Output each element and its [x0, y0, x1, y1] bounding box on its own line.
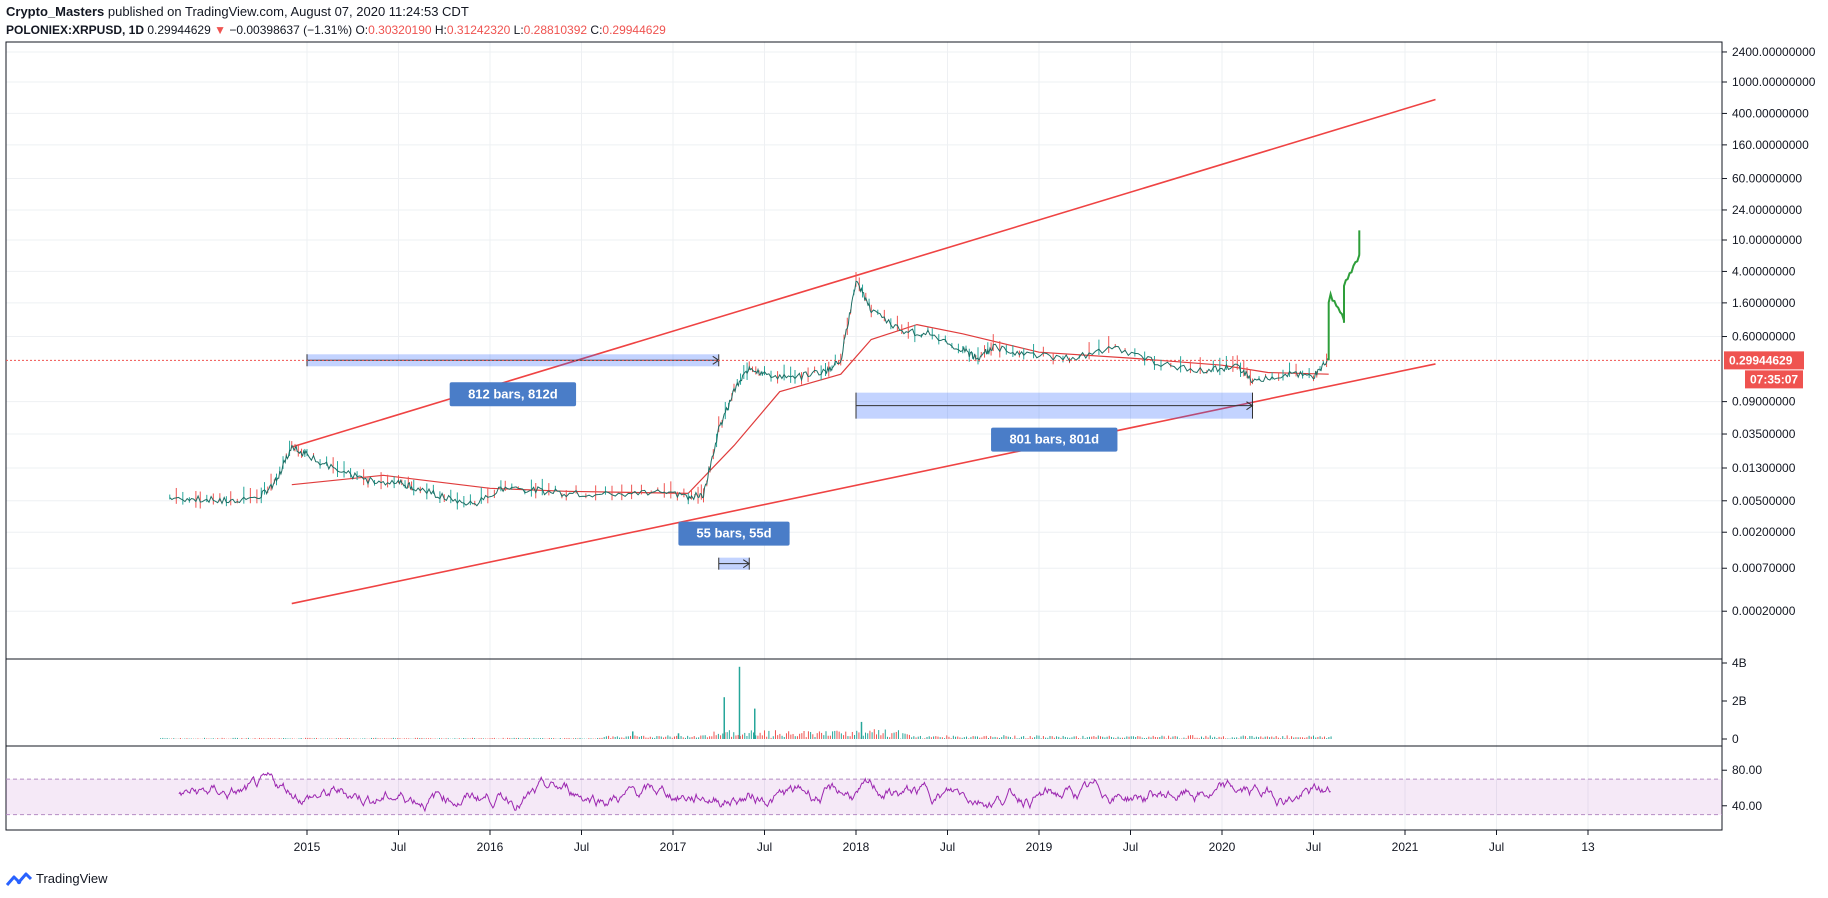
author-name[interactable]: Crypto_Masters	[6, 4, 105, 19]
rsi-band-fill	[6, 779, 1722, 815]
tradingview-logo-icon[interactable]	[6, 871, 32, 887]
time-tick-label: 2018	[843, 840, 870, 854]
countdown-badge-text: 07:35:07	[1750, 372, 1798, 386]
volume-tick-label: 0	[1732, 732, 1739, 746]
volume-tick-label: 4B	[1732, 656, 1747, 670]
price-axis: 2400.00000000 1000.00000000 400.00000000 16…	[1722, 45, 1816, 618]
last-price: 0.29944629	[147, 23, 211, 37]
time-tick-label: Jul	[391, 840, 406, 854]
time-tick-label: Jul	[1489, 840, 1504, 854]
open-label: O:	[355, 23, 369, 37]
range-arrowhead	[742, 559, 751, 569]
time-tick-label: Jul	[1123, 840, 1138, 854]
ohlc-line: POLONIEX:XRPUSD, 1D 0.29944629 ▼ −0.0039…	[6, 22, 1806, 38]
moving-average-line	[291, 323, 1329, 495]
published-text: published on TradingView.com, August 07,…	[107, 4, 469, 19]
sub-pane-axes: 4B 2B 0 80.00 40.00	[1722, 656, 1762, 813]
trendline	[291, 363, 1436, 605]
close-value: 0.29944629	[602, 23, 666, 37]
projection-series	[1327, 230, 1361, 361]
time-tick-label: 2020	[1209, 840, 1236, 854]
range-label-badge	[449, 382, 577, 407]
price-tick-label: 4.00000000	[1732, 264, 1796, 278]
time-tick-label: Jul	[574, 840, 589, 854]
range-arrowhead	[1246, 401, 1254, 411]
open-value: 0.30320190	[368, 23, 432, 37]
price-tick-label: 10.00000000	[1732, 233, 1802, 247]
low-label: L:	[513, 23, 524, 37]
volume-tick-label: 2B	[1732, 694, 1747, 708]
last-price-badge-text: 0.29944629	[1729, 353, 1793, 367]
price-tick-label: 0.00020000	[1732, 604, 1796, 618]
price-tick-label: 1000.00000000	[1732, 75, 1816, 89]
time-tick-label: Jul	[1306, 840, 1321, 854]
trendlines	[291, 98, 1436, 605]
range-annotations: 812 bars, 812d 55 bars, 55d 801 bars, 801d	[306, 354, 1254, 570]
price-tick-label: 0.09000000	[1732, 395, 1796, 409]
rsi-tick-label: 40.00	[1732, 799, 1762, 813]
symbol-label[interactable]: POLONIEX:XRPUSD, 1D	[6, 23, 145, 37]
close-label: C:	[590, 23, 603, 37]
time-tick-label: 2021	[1392, 840, 1419, 854]
price-tick-label: 0.00500000	[1732, 494, 1796, 508]
rsi-line-path	[178, 771, 1331, 813]
time-tick-label: 13	[1581, 840, 1595, 854]
brand-name[interactable]: TradingView	[36, 871, 108, 886]
chart-grid	[6, 42, 1722, 830]
publisher-line: Crypto_Masters published on TradingView.…	[6, 4, 1806, 20]
time-axis: 2015 Jul 2016 Jul 2017 Jul 2018 Jul 2019 Jul 2020 J…	[294, 830, 1595, 854]
high-value: 0.31242320	[446, 23, 511, 37]
chart-header: Crypto_Masters published on TradingView.…	[6, 4, 1806, 38]
time-tick-label: 2016	[477, 840, 504, 854]
time-tick-label: 2019	[1026, 840, 1053, 854]
price-change: −0.00398637 (−1.31%)	[229, 23, 353, 37]
price-tick-label: 0.00070000	[1732, 561, 1796, 575]
price-tick-label: 400.00000000	[1732, 106, 1809, 120]
countdown-badge	[1745, 370, 1803, 389]
time-tick-label: Jul	[940, 840, 955, 854]
footer: TradingView	[6, 870, 108, 888]
chart-frame	[5, 41, 1723, 831]
time-tick-label: 2015	[294, 840, 321, 854]
price-tick-label: 0.00200000	[1732, 525, 1796, 539]
price-tick-label: 24.00000000	[1732, 203, 1802, 217]
low-value: 0.28810392	[523, 23, 588, 37]
price-tick-label: 2400.00000000	[1732, 45, 1816, 59]
high-label: H:	[434, 23, 447, 37]
last-price-badge	[1724, 351, 1804, 370]
range-label: 801 bars, 801d	[1009, 432, 1099, 447]
price-tick-label: 160.00000000	[1732, 138, 1809, 152]
rsi-tick-label: 80.00	[1732, 763, 1762, 777]
time-tick-label: Jul	[757, 840, 772, 854]
projection-line	[1327, 230, 1361, 361]
moving-average	[291, 323, 1329, 495]
price-line	[169, 280, 1329, 507]
price-tick-label: 0.60000000	[1732, 330, 1796, 344]
down-arrow-icon: ▼	[214, 23, 227, 37]
price-tick-label: 60.00000000	[1732, 172, 1802, 186]
price-tick-label: 1.60000000	[1732, 296, 1796, 310]
volume-bars	[160, 666, 1332, 739]
price-tick-label: 0.03500000	[1732, 427, 1796, 441]
range-label: 812 bars, 812d	[468, 386, 558, 401]
price-series	[169, 272, 1329, 510]
range-label: 55 bars, 55d	[696, 526, 771, 541]
last-price-line: 0.29944629 07:35:07	[6, 351, 1804, 389]
range-label-badge	[678, 521, 790, 546]
rsi-band	[6, 778, 1722, 816]
range-label-badge	[991, 427, 1118, 452]
time-tick-label: 2017	[660, 840, 687, 854]
rsi-line	[178, 771, 1331, 813]
price-tick-label: 0.01300000	[1732, 461, 1796, 475]
